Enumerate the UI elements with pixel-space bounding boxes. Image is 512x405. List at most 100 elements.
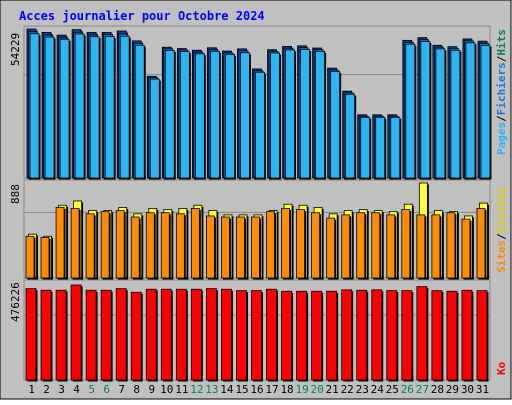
kbytes-bar bbox=[431, 290, 443, 381]
legend-bottom: Ko bbox=[495, 361, 508, 375]
top-axis-max-label: 54229 bbox=[9, 33, 22, 66]
kbytes-bar bbox=[40, 289, 52, 381]
pages-bar bbox=[315, 50, 326, 179]
legend-kbytes: Ko bbox=[495, 361, 508, 375]
day-label: 20 bbox=[311, 383, 324, 396]
kbytes-bar bbox=[100, 289, 112, 381]
kbytes-bar bbox=[251, 290, 262, 381]
kbytes-bar bbox=[130, 291, 142, 381]
sites-bar bbox=[476, 208, 486, 279]
day-label: 23 bbox=[356, 383, 369, 396]
kbytes-bar bbox=[461, 289, 473, 381]
pages-bar bbox=[59, 38, 70, 179]
day-label: 7 bbox=[118, 383, 125, 396]
kbytes-bar bbox=[281, 290, 292, 381]
sites-bar bbox=[371, 212, 381, 279]
pages-bar bbox=[285, 49, 295, 179]
sites-bar bbox=[40, 236, 50, 279]
kbytes-bar bbox=[386, 290, 398, 381]
pages-bar bbox=[164, 50, 175, 179]
pages-bar bbox=[44, 36, 55, 179]
sites-bar bbox=[356, 212, 366, 279]
pages-bar bbox=[209, 50, 220, 179]
sites-bar bbox=[296, 209, 305, 279]
chart-title: Acces journalier pour Octobre 2024 bbox=[19, 9, 265, 23]
day-label: 29 bbox=[446, 383, 459, 396]
kbytes-bar bbox=[356, 289, 368, 381]
pages-bar bbox=[480, 44, 491, 179]
pages-bar bbox=[375, 116, 386, 179]
legend-middle: Sites/Visites bbox=[495, 187, 508, 273]
sites-bar bbox=[175, 213, 185, 279]
kbytes-bar bbox=[115, 288, 127, 381]
bottom-axis-max-label: 476226 bbox=[9, 282, 22, 322]
day-label: 5 bbox=[88, 383, 95, 396]
legend-sites: Sites bbox=[495, 240, 508, 273]
day-labels: 1 2 3 4 5 6 7 8 9 10 11 12 13 14 15 16 17 18 19 20 21 22 23 24 2… bbox=[28, 383, 489, 396]
kbytes-bar bbox=[190, 288, 202, 381]
day-label: 15 bbox=[235, 383, 248, 396]
legend-files: Fichiers bbox=[495, 62, 508, 115]
kbytes-bar bbox=[70, 284, 82, 381]
day-label: 24 bbox=[371, 383, 385, 396]
day-label: 3 bbox=[58, 383, 65, 396]
kbytes-bar bbox=[160, 288, 172, 381]
kbytes-bar bbox=[446, 290, 458, 381]
sites-bar bbox=[236, 216, 245, 279]
pages-bar bbox=[74, 33, 85, 179]
day-label: 19 bbox=[295, 383, 308, 396]
pages-bar bbox=[104, 36, 115, 179]
kbytes-bar bbox=[175, 288, 187, 381]
day-label: 4 bbox=[73, 383, 80, 396]
sites-bar bbox=[266, 211, 275, 279]
sites-bar bbox=[160, 212, 170, 279]
sites-bar bbox=[190, 208, 200, 279]
kbytes-bar bbox=[221, 288, 232, 381]
pages-bar bbox=[435, 48, 446, 179]
pages-bar bbox=[450, 49, 461, 179]
sites-bar bbox=[100, 211, 110, 279]
kbytes-bar bbox=[266, 288, 277, 381]
legend-hits: Hits bbox=[495, 29, 508, 56]
pages-bar bbox=[194, 53, 205, 179]
kbytes-bar bbox=[341, 289, 353, 381]
sites-bar bbox=[446, 212, 456, 279]
kbytes-bar bbox=[205, 288, 217, 381]
sites-bar bbox=[326, 217, 336, 279]
sites-bar bbox=[341, 214, 351, 279]
day-label: 14 bbox=[220, 383, 234, 396]
pages-bar bbox=[420, 41, 431, 179]
day-label: 8 bbox=[133, 383, 140, 396]
pages-bar bbox=[330, 70, 341, 179]
sites-bar bbox=[461, 218, 471, 279]
kbytes-bar bbox=[25, 288, 37, 381]
pages-bar bbox=[240, 52, 250, 179]
day-label: 26 bbox=[401, 383, 414, 396]
pages-bar bbox=[119, 35, 130, 179]
day-label: 9 bbox=[148, 383, 155, 396]
pages-bar bbox=[465, 42, 476, 179]
day-label: 1 bbox=[28, 383, 35, 396]
pages-bar bbox=[179, 51, 190, 179]
sites-bar bbox=[311, 212, 321, 279]
day-label: 30 bbox=[461, 383, 474, 396]
sites-bar bbox=[25, 235, 35, 279]
sites-bar bbox=[401, 209, 411, 279]
sites-bar bbox=[431, 214, 441, 279]
sites-bar bbox=[70, 208, 80, 279]
kbytes-bar bbox=[311, 290, 323, 381]
sites-bar bbox=[251, 216, 260, 279]
day-label: 2 bbox=[43, 383, 50, 396]
pages-bar bbox=[300, 49, 310, 179]
day-label: 28 bbox=[431, 383, 444, 396]
kbytes-bar bbox=[326, 290, 338, 381]
sites-bar bbox=[85, 213, 95, 279]
pages-bar bbox=[390, 116, 401, 179]
kbytes-bar bbox=[401, 290, 413, 381]
sites-bar bbox=[130, 216, 140, 279]
day-label: 16 bbox=[250, 383, 263, 396]
sites-bar bbox=[221, 216, 230, 279]
day-label: 11 bbox=[175, 383, 188, 396]
